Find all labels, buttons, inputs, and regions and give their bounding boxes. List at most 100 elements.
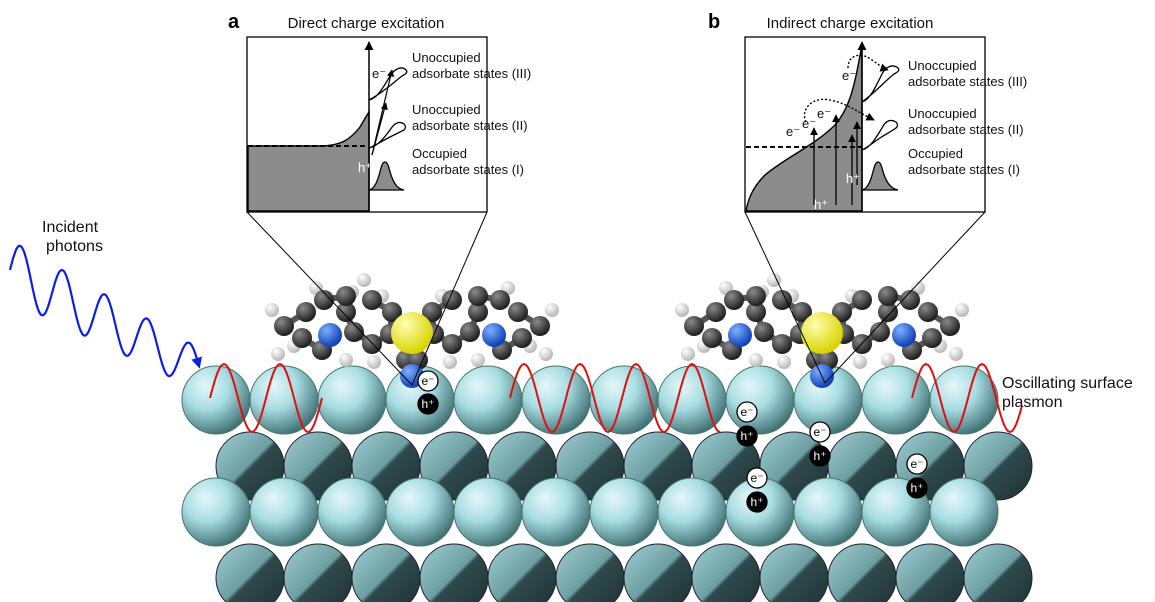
carbon-atom [878, 286, 898, 306]
zoom-line-b-right [824, 211, 986, 384]
carbon-atom [870, 322, 890, 342]
plasmon-wave [209, 362, 323, 434]
plasmon-label-line2: plasmon [1002, 394, 1062, 411]
hydrogen-atom [675, 303, 689, 317]
plasmon-wave [509, 362, 721, 434]
panel-b-transfer-arrow-II [803, 98, 875, 123]
sulfur-atom [391, 312, 433, 354]
carbon-atom [274, 316, 294, 336]
hydrogen-atom [853, 355, 867, 369]
metal-atom [317, 365, 387, 435]
carbon-atom [292, 328, 312, 348]
metal-atom-back [555, 543, 625, 602]
charge-carriers: e⁻ h⁺ e⁻ h⁺ e⁻ h⁺ e⁻ h⁺ e⁻ h⁺ [417, 370, 928, 513]
zoom-line-a-right [411, 211, 488, 386]
panel-a-metal-dos [247, 109, 370, 212]
nitrogen-atom [892, 323, 916, 347]
hydrogen-atom [749, 353, 763, 367]
carbon-atom [336, 286, 356, 306]
carbon-atom [336, 302, 356, 322]
carbon-atom [362, 290, 382, 310]
metal-atom [453, 365, 523, 435]
adsorbate-molecule-a [265, 273, 559, 388]
carbon-atom [314, 290, 334, 310]
panel-b-hole-label-2: h⁺ [846, 171, 860, 186]
carbon-atom [490, 290, 510, 310]
panel-b-state-III-line2: adsorbate states (III) [908, 74, 1027, 89]
panel-a-state-III-peak [368, 67, 408, 101]
sulfur-atom [801, 312, 843, 354]
electron-label: e⁻ [910, 457, 923, 471]
hydrogen-atom [681, 347, 695, 361]
panel-a-letter: a [228, 11, 240, 33]
metal-atom [793, 477, 863, 547]
metal-atom-back [827, 543, 897, 602]
electron-label: e⁻ [421, 374, 434, 388]
panel-b: b Indirect charge excitation e⁻ e⁻ e⁻ e⁻… [708, 11, 1027, 213]
panel-b-state-II-line2: adsorbate states (II) [908, 122, 1024, 137]
carbon-atom [684, 316, 704, 336]
metal-atom-back [623, 543, 693, 602]
panel-a-state-III-line2: adsorbate states (III) [412, 66, 531, 81]
hydrogen-atom [539, 347, 553, 361]
plasmon-wave [911, 362, 1023, 434]
carbon-atom [772, 290, 792, 310]
metal-atom [589, 477, 659, 547]
panel-b-state-I-line1: Occupied [908, 146, 963, 161]
panel-b-state-III-peak [861, 65, 900, 103]
carbon-atom [344, 322, 364, 342]
carbon-atom [468, 302, 488, 322]
metal-atom [657, 365, 727, 435]
metal-atom-back [283, 543, 353, 602]
panel-b-electron-label-2: e⁻ [802, 116, 816, 131]
carbon-atom [940, 316, 960, 336]
metal-surface [181, 365, 1033, 602]
panel-b-electron-label-3: e⁻ [817, 106, 831, 121]
metal-atom [181, 477, 251, 547]
carbon-atom [878, 302, 898, 322]
panel-b-state-III-line1: Unoccupied [908, 58, 977, 73]
hole-bubble [906, 477, 928, 499]
hydrogen-atom [265, 303, 279, 317]
electron-bubble [746, 467, 768, 489]
zoom-line-a-left [246, 211, 413, 386]
carbon-atom [422, 302, 442, 322]
hydrogen-atom [949, 347, 963, 361]
carbon-atom [792, 302, 812, 322]
hydrogen-atom [357, 273, 371, 287]
panel-a-state-II-line1: Unoccupied [412, 102, 481, 117]
electron-label: e⁻ [740, 405, 753, 419]
hydrogen-atom [271, 347, 285, 361]
metal-atom-back [759, 543, 829, 602]
nitrogen-atom [482, 323, 506, 347]
carbon-atom [900, 290, 920, 310]
metal-atom [725, 365, 795, 435]
metal-atom [861, 365, 931, 435]
nitrogen-atom [318, 323, 342, 347]
metal-atom-back [487, 543, 557, 602]
panel-a-state-I-peak [368, 161, 405, 191]
carbon-atom [468, 286, 488, 306]
carbon-atom [832, 302, 852, 322]
carbon-atom [852, 290, 872, 310]
panel-a-state-II-line2: adsorbate states (II) [412, 118, 528, 133]
electron-bubble [906, 453, 928, 475]
panel-b-electron-label-4: e⁻ [842, 68, 856, 83]
metal-atom [385, 477, 455, 547]
panel-a-state-III-line1: Unoccupied [412, 50, 481, 65]
hydrogen-atom [367, 355, 381, 369]
panel-a-title: Direct charge excitation [288, 15, 445, 32]
carbon-atom [754, 322, 774, 342]
hole-bubble [809, 445, 831, 467]
metal-atom-back [351, 543, 421, 602]
metal-atom [317, 477, 387, 547]
carbon-atom [746, 286, 766, 306]
panel-a-state-II-peak [368, 121, 407, 149]
hole-label: h⁺ [813, 449, 826, 463]
hole-bubble [736, 425, 758, 447]
electron-bubble [809, 421, 831, 443]
panel-a-excitation-arrow-III [371, 69, 395, 156]
carbon-atom [460, 322, 480, 342]
panel-b-metal-dos [745, 43, 863, 212]
